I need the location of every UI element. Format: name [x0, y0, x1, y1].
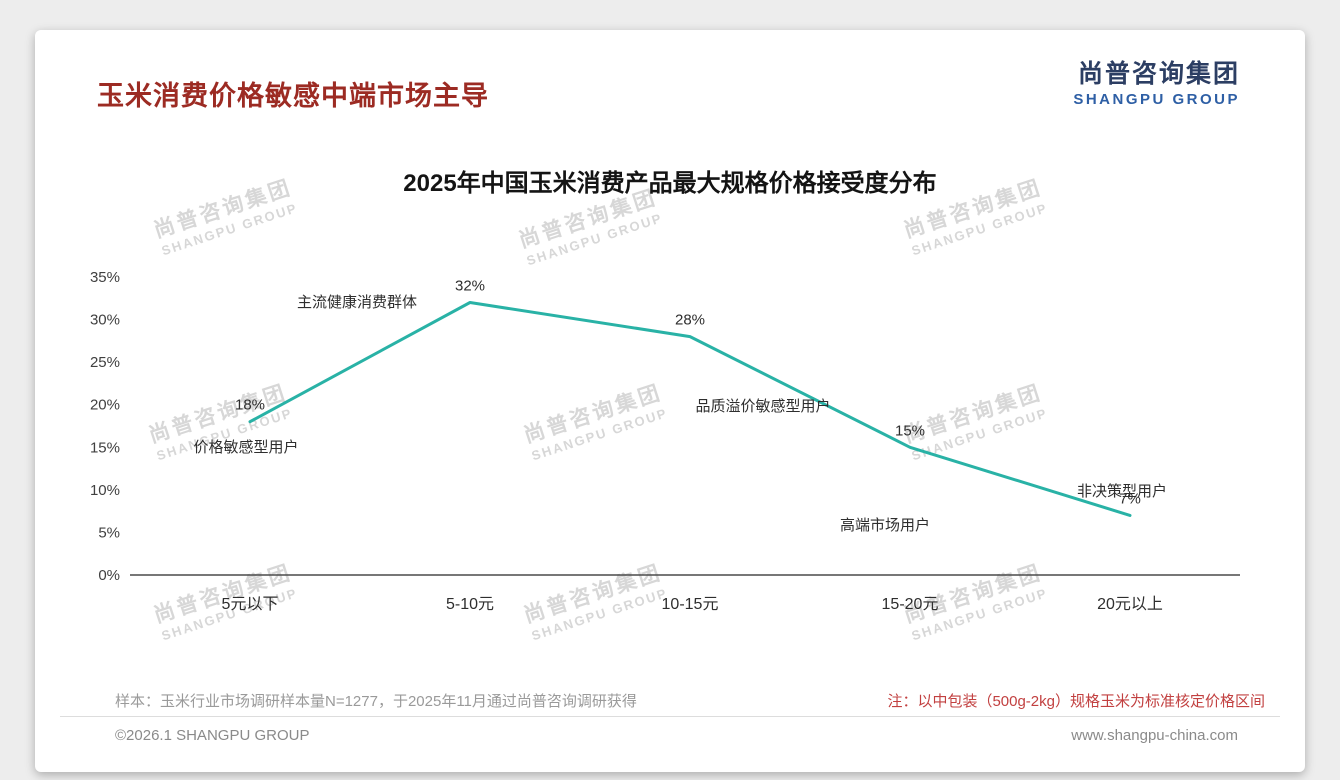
chart-line	[248, 301, 1132, 517]
copyright-text: ©2026.1 SHANGPU GROUP	[115, 727, 310, 744]
y-axis-tick-label: 10%	[90, 482, 120, 499]
y-axis-tick-label: 0%	[98, 567, 120, 584]
pricing-basis-note: 注：以中包装（500g-2kg）规格玉米为标准核定价格区间	[887, 693, 1265, 710]
x-axis-category-label: 10-15元	[662, 596, 719, 613]
page-title: 玉米消费价格敏感中端市场主导	[97, 81, 489, 111]
footer-divider	[60, 716, 1280, 717]
website-text: www.shangpu-china.com	[1071, 727, 1238, 744]
data-point-label: 18%	[235, 397, 265, 414]
footer-bar: ©2026.1 SHANGPU GROUP www.shangpu-china.…	[115, 727, 1238, 744]
segment-annotation: 品质溢价敏感型用户	[695, 398, 830, 415]
sample-note: 样本：玉米行业市场调研样本量N=1277，于2025年11月通过尚普咨询调研获得	[115, 693, 637, 710]
x-axis-category-label: 20元以上	[1097, 595, 1163, 613]
company-logo: 尚普咨询集团 SHANGPU GROUP	[1073, 54, 1240, 108]
data-point-label: 7%	[1119, 490, 1141, 507]
y-axis-tick-label: 15%	[90, 439, 120, 456]
x-axis-category-label: 5元以下	[222, 596, 279, 613]
segment-annotation: 非决策型用户	[1077, 483, 1167, 500]
segment-annotation: 主流健康消费群体	[297, 294, 417, 311]
y-axis-tick-label: 35%	[90, 269, 120, 286]
logo-en-text: SHANGPU GROUP	[1073, 91, 1240, 108]
segment-annotation: 高端市场用户	[840, 517, 930, 534]
x-axis-category-label: 5-10元	[446, 596, 494, 613]
x-axis-category-label: 15-20元	[882, 596, 939, 613]
data-point-label: 32%	[455, 278, 485, 295]
segment-annotation: 价格敏感型用户	[193, 439, 298, 456]
data-point-label: 15%	[895, 422, 925, 439]
slide-content: 玉米消费价格敏感中端市场主导 尚普咨询集团 SHANGPU GROUP 2025…	[35, 30, 1305, 772]
y-axis-tick-label: 20%	[90, 397, 120, 414]
y-axis-tick-label: 5%	[98, 524, 120, 541]
y-axis-tick-label: 30%	[90, 312, 120, 329]
chart-title: 2025年中国玉米消费产品最大规格价格接受度分布	[403, 170, 937, 197]
logo-cn-text: 尚普咨询集团	[1077, 60, 1240, 88]
price-acceptance-line-chart: 0% 5% 10% 15% 20% 25% 30% 35% 5元以下 5-10元 10-15元 15-…	[90, 269, 1240, 613]
data-point-label: 28%	[675, 312, 705, 329]
slide-card: 尚普咨询集团 SHANGPU GROUP 尚普咨询集团 SHANGPU GROUP 尚普…	[35, 30, 1305, 772]
y-axis-tick-label: 25%	[90, 354, 120, 371]
